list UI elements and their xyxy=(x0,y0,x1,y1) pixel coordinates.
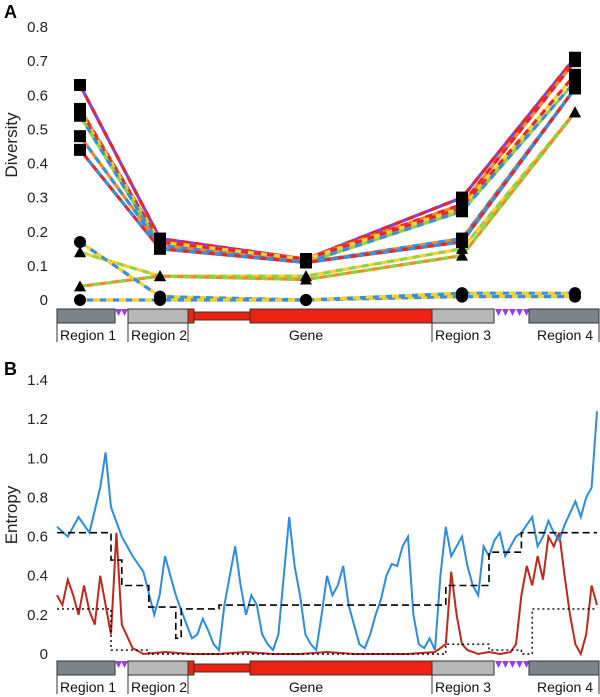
panel-a-chart: Diversity 0 0.1 0.2 0.3 0.4 0.5 0.6 0.7 0.8 xyxy=(2,19,581,309)
panel-a-y-tick-label: 0.7 xyxy=(27,53,48,70)
panel-a-square-marker xyxy=(569,82,581,95)
repeat-marker xyxy=(502,661,509,668)
gene-map-label-region1: Region 1 xyxy=(60,327,116,343)
gene-exon xyxy=(249,308,433,324)
panel-b-letter: B xyxy=(4,359,17,379)
panel-a-markers xyxy=(74,51,581,306)
gene-map-label-region1: Region 1 xyxy=(60,679,116,695)
panel-a-y-ticks: 0 0.1 0.2 0.3 0.4 0.5 0.6 0.7 0.8 xyxy=(27,19,48,309)
gene-map-label-gene: Gene xyxy=(289,327,323,343)
repeat-marker xyxy=(495,309,502,316)
gene-map-label-region2: Region 2 xyxy=(131,679,187,695)
panel-a-circle-marker xyxy=(456,287,468,300)
panel-a-y-tick-label: 0 xyxy=(40,292,48,309)
panel-b-y-tick-label: 0.6 xyxy=(27,529,48,546)
gene-map-label-region2: Region 2 xyxy=(131,327,187,343)
panel-a-y-tick-label: 0.8 xyxy=(27,19,48,36)
gene-map-label-region4: Region 4 xyxy=(537,679,593,695)
repeat-marker xyxy=(502,309,509,316)
panel-b-y-tick-label: 0.8 xyxy=(27,489,48,506)
region-3-block xyxy=(431,308,495,324)
panel-a-circle-marker xyxy=(300,294,312,306)
panel-a-circle-marker xyxy=(154,294,166,306)
panel-a-square-marker xyxy=(74,143,86,156)
gene-map-label-region3: Region 3 xyxy=(435,327,491,343)
panel-a-triangle-marker xyxy=(569,106,581,118)
panel-b-chart: Entropy 0 0.2 0.4 0.6 0.8 1.0 1.2 1.4 xyxy=(2,372,598,663)
gene-map-label-gene: Gene xyxy=(289,679,323,695)
gene-exon xyxy=(187,308,195,324)
panel-a-triangle-marker xyxy=(154,270,166,282)
panel-b-gene-map: Region 1 Region 2 Gene Region 3 Region 4 xyxy=(56,660,600,695)
repeat-marker xyxy=(115,661,122,668)
panel-a-letter: A xyxy=(4,2,17,22)
panel-a-square-marker xyxy=(456,205,468,218)
panel-b-y-ticks: 0 0.2 0.4 0.6 0.8 1.0 1.2 1.4 xyxy=(27,372,48,663)
panel-a-y-axis-label: Diversity xyxy=(2,112,21,178)
gene-intron xyxy=(193,311,251,321)
panel-b-dotted-step-line xyxy=(57,608,597,655)
panel-a-y-tick-label: 0.6 xyxy=(27,87,48,104)
panel-b-series xyxy=(56,411,598,657)
repeat-marker xyxy=(115,309,122,316)
region-2-block xyxy=(127,308,189,324)
panel-b-red-entropy-line xyxy=(56,532,598,657)
panel-a-triangle-marker xyxy=(74,280,86,292)
repeat-marker xyxy=(516,661,523,668)
region-2-block xyxy=(127,660,189,676)
panel-b-y-tick-label: 1.4 xyxy=(27,372,48,389)
panel-a-series-line-dash xyxy=(78,56,577,261)
panel-b-y-tick-label: 1.0 xyxy=(27,450,48,467)
panel-a-y-tick-label: 0.5 xyxy=(27,121,48,138)
panel-a-circle-marker xyxy=(569,287,581,300)
panel-a-circle-marker xyxy=(74,294,86,306)
panel-a-square-marker xyxy=(74,79,86,92)
repeat-marker xyxy=(516,309,523,316)
panel-b-y-tick-label: 0.4 xyxy=(27,568,48,585)
panel-b-y-axis-label: Entropy xyxy=(2,485,21,544)
panel-b-blue-entropy-line xyxy=(56,411,598,653)
panel-b-y-tick-label: 0.2 xyxy=(27,607,48,624)
region-1-block xyxy=(56,660,116,676)
panel-a-triangle-marker xyxy=(74,246,86,258)
gene-exon xyxy=(187,660,195,676)
gene-exon xyxy=(249,660,433,676)
repeat-marker xyxy=(495,661,502,668)
panel-a-square-marker xyxy=(74,109,86,122)
repeat-marker xyxy=(121,661,128,668)
panel-b-dashed-step-line xyxy=(57,531,597,640)
panel-b-y-tick-label: 0 xyxy=(40,646,48,663)
repeat-marker xyxy=(509,661,516,668)
panel-a-circle-marker xyxy=(74,235,86,248)
repeat-marker xyxy=(509,309,516,316)
panel-a-triangle-marker xyxy=(456,249,468,261)
region-1-block xyxy=(56,308,116,324)
repeat-marker xyxy=(523,309,530,316)
panel-b-y-tick-label: 1.2 xyxy=(27,411,48,428)
panel-a-square-marker xyxy=(154,242,166,255)
repeat-marker xyxy=(523,661,530,668)
region-4-block xyxy=(528,308,600,324)
panel-a-series-line-dash xyxy=(79,111,577,278)
panel-a-triangle-marker xyxy=(300,273,312,285)
gene-map-label-region4: Region 4 xyxy=(537,327,593,343)
panel-a-square-marker xyxy=(300,256,312,269)
region-3-block xyxy=(431,660,495,676)
panel-a-y-tick-label: 0.2 xyxy=(27,224,48,241)
panel-a-y-tick-label: 0.4 xyxy=(27,156,48,173)
region-4-block xyxy=(528,660,600,676)
panel-a-y-tick-label: 0.1 xyxy=(27,258,48,275)
panel-a-square-marker xyxy=(456,235,468,248)
panel-a-gene-map: Region 1 Region 2 Gene Region 3 Region 4 xyxy=(56,308,600,343)
repeat-marker xyxy=(121,309,128,316)
gene-intron xyxy=(193,663,251,673)
panel-a-y-tick-label: 0.3 xyxy=(27,190,48,207)
panel-a-series xyxy=(78,56,577,302)
panel-a-triangle-marker xyxy=(456,242,468,254)
panel-a-square-marker xyxy=(569,55,581,68)
panel-a-square-marker xyxy=(74,130,86,143)
gene-map-label-region3: Region 3 xyxy=(435,679,491,695)
